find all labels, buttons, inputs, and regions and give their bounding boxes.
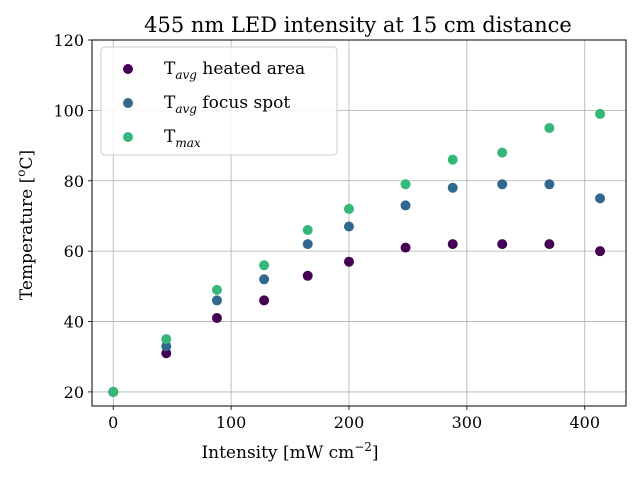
data-point [497,239,508,250]
legend-label: Tmax [164,127,201,150]
legend-entry-2: Tmax [123,127,201,150]
data-point [108,386,119,397]
series-2 [108,108,606,397]
legend-entry-1: Tavg focus spot [123,93,290,116]
data-point [595,108,606,119]
data-point [400,179,411,190]
y-tick-label: 40 [64,313,84,332]
data-point [447,239,458,250]
data-point [161,334,172,345]
data-point [544,122,555,133]
data-point [211,284,222,295]
legend-entry-0: Tavg heated area [123,59,305,82]
y-tick-label: 20 [64,383,84,402]
legend-label: Tavg heated area [164,59,305,82]
legend-box [100,46,338,156]
data-point [595,193,606,204]
legend-marker [123,132,133,142]
legend-marker [123,64,133,74]
data-point [211,295,222,306]
x-tick-label: 300 [452,413,483,432]
x-tick-label: 0 [108,413,118,432]
y-tick-label: 60 [64,242,84,261]
data-point [161,348,172,359]
y-axis-label: Temperature [oC] [14,150,37,300]
data-point [400,200,411,211]
chart-title: 455 nm LED intensity at 15 cm distance [144,13,572,37]
legend-label: Tavg focus spot [164,93,290,116]
data-point [447,154,458,165]
y-tick-label: 100 [53,101,84,120]
data-point [544,239,555,250]
x-tick-label: 100 [216,413,247,432]
x-axis-ticks: 0 100 200 300 400 [108,406,600,432]
data-point [302,270,313,281]
x-tick-label: 200 [334,413,365,432]
data-point [595,246,606,257]
data-point [302,225,313,236]
data-point [497,147,508,158]
legend-marker [123,98,133,108]
series-0 [108,239,606,397]
data-point [259,260,270,271]
data-point [343,221,354,232]
y-tick-label: 120 [53,31,84,50]
data-point [161,341,172,352]
data-point [302,239,313,250]
data-points [108,108,606,397]
data-point [259,274,270,285]
data-point [400,242,411,253]
data-point [343,203,354,214]
y-tick-label: 80 [64,172,84,191]
x-axis-label: Intensity [mW cm−2] [201,440,378,463]
data-point [544,179,555,190]
x-tick-label: 400 [569,413,600,432]
plot-frame [91,39,627,407]
data-point [497,179,508,190]
data-point [447,182,458,193]
data-point [343,256,354,267]
data-point [259,295,270,306]
legend: Tavg heated area Tavg focus spot Tmax [100,46,338,156]
data-point [211,313,222,324]
y-axis-ticks: 20 40 60 80 100 120 [53,31,92,402]
